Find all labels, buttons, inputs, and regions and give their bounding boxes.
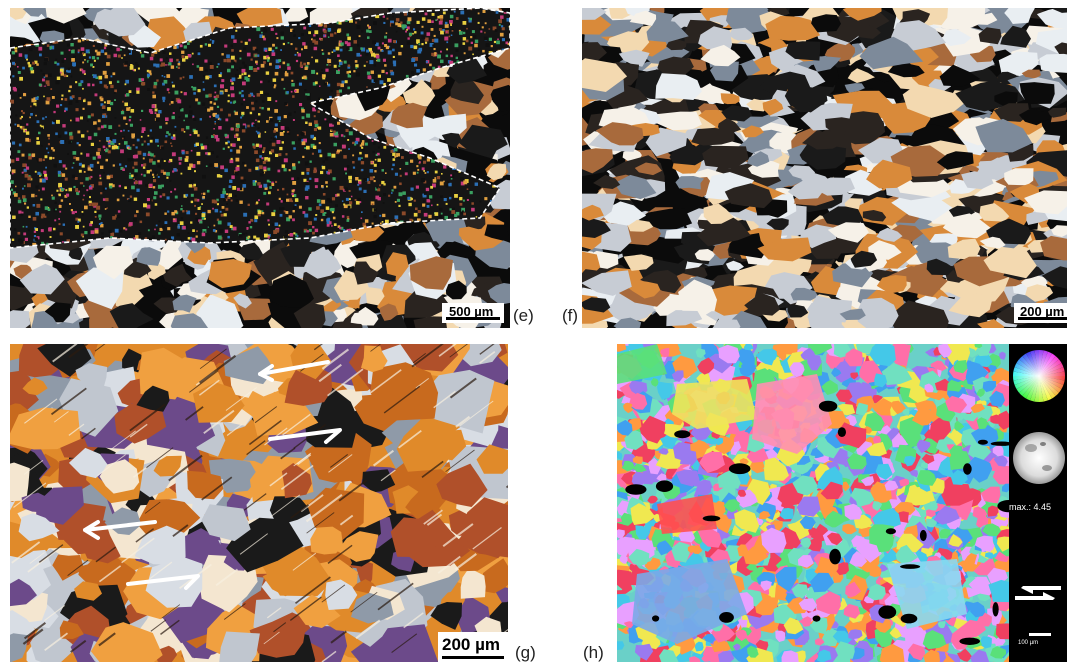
scale-bar-f-line bbox=[1018, 317, 1067, 320]
micrograph-panel-e: 500 µm bbox=[10, 8, 510, 328]
legend-strip-h-graphics bbox=[1013, 350, 1065, 636]
scale-bar-g: 200 µm bbox=[438, 632, 508, 662]
legend-strip-h: max.: 4.45 100 µm bbox=[1009, 344, 1067, 662]
scale-bar-e: 500 µm bbox=[442, 303, 504, 323]
scale-bar-f-text: 200 µm bbox=[1020, 304, 1065, 319]
panel-label-g: (g) bbox=[515, 643, 536, 662]
scale-bar-g-text: 200 µm bbox=[442, 635, 500, 654]
panel-label-h: (h) bbox=[583, 643, 604, 662]
scale-bar-h-line bbox=[1029, 633, 1051, 636]
color-key-wheel-icon bbox=[1013, 350, 1065, 402]
scale-bar-e-text: 500 µm bbox=[449, 304, 494, 319]
scale-bar-h-text: 100 µm bbox=[1018, 640, 1039, 646]
scale-bar-e-line bbox=[446, 317, 500, 320]
pole-figure-max-text: max.: 4.45 bbox=[1009, 502, 1052, 512]
ebsd-map-panel-h bbox=[617, 344, 1009, 662]
micrograph-f-image bbox=[582, 8, 1067, 328]
micrograph-g-image bbox=[10, 344, 508, 662]
shear-sense-arrows-icon bbox=[1015, 586, 1061, 600]
ebsd-map-h-image bbox=[617, 344, 1009, 662]
scale-bar-g-line bbox=[442, 656, 504, 659]
micrograph-e-image bbox=[10, 8, 510, 328]
panel-label-e: (e) bbox=[513, 306, 534, 325]
panel-label-f: (f) bbox=[562, 306, 579, 325]
scale-bar-f: 200 µm bbox=[1014, 303, 1067, 323]
micrograph-panel-f: 200 µm bbox=[582, 8, 1067, 328]
micrograph-panel-g: 200 µm bbox=[10, 344, 508, 662]
pole-figure-icon bbox=[1013, 432, 1065, 484]
